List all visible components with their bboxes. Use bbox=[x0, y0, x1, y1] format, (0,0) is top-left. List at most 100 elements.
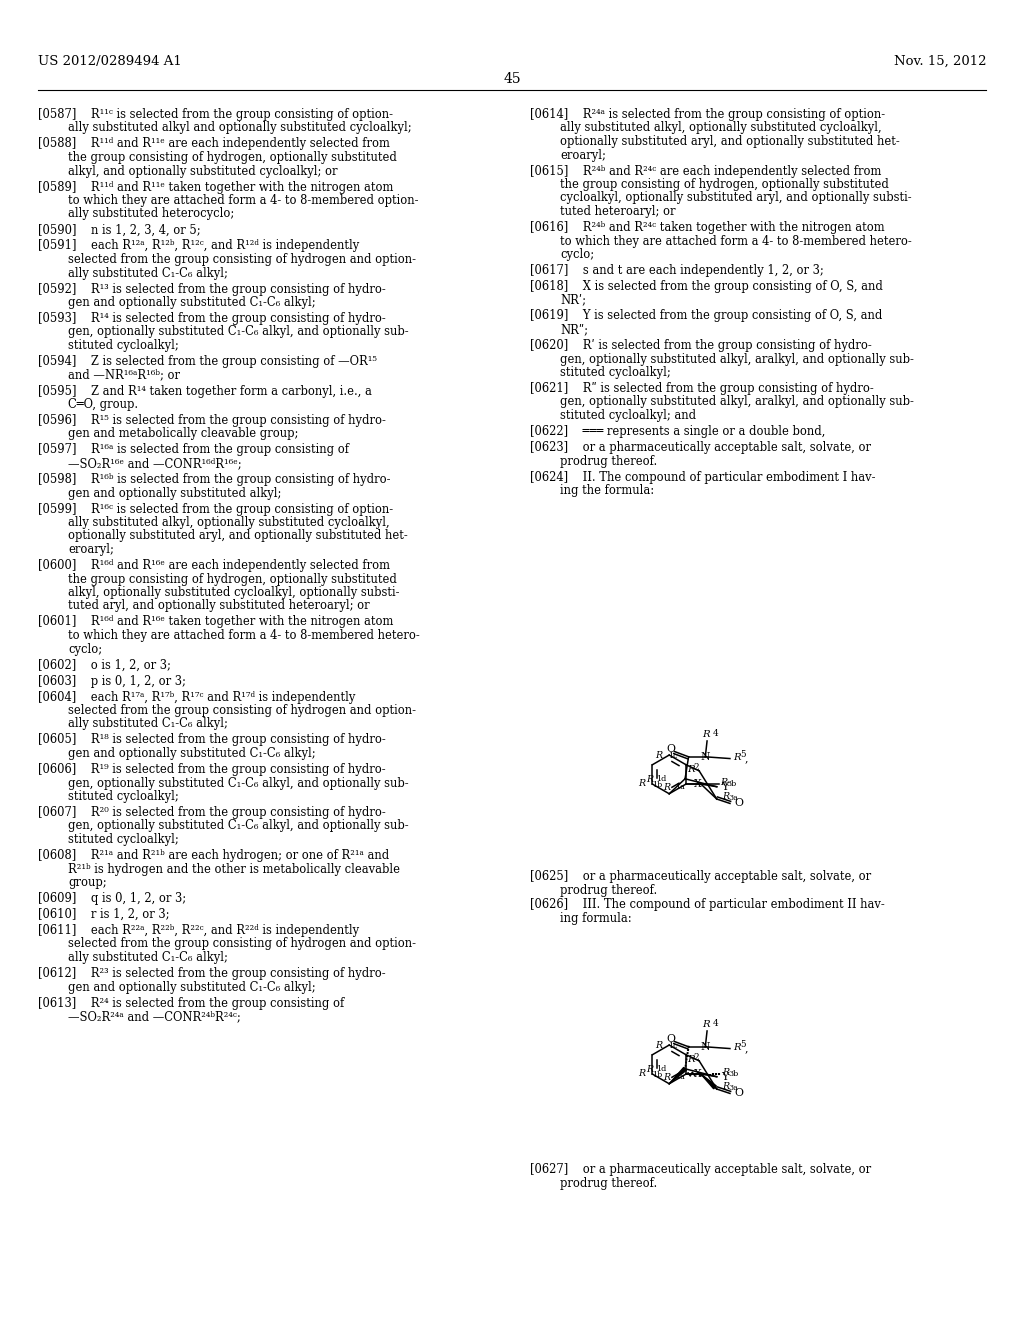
Text: alkyl, and optionally substituted cycloalkyl; or: alkyl, and optionally substituted cycloa… bbox=[68, 165, 338, 177]
Text: [0601]    R¹⁶ᵈ and R¹⁶ᵉ taken together with the nitrogen atom: [0601] R¹⁶ᵈ and R¹⁶ᵉ taken together with… bbox=[38, 615, 393, 628]
Text: 1a: 1a bbox=[676, 1073, 685, 1081]
Text: [0589]    R¹¹ᵈ and R¹¹ᵉ taken together with the nitrogen atom: [0589] R¹¹ᵈ and R¹¹ᵉ taken together with… bbox=[38, 181, 393, 194]
Text: [0587]    R¹¹ᶜ is selected from the group consisting of option-: [0587] R¹¹ᶜ is selected from the group c… bbox=[38, 108, 393, 121]
Text: X: X bbox=[694, 1069, 702, 1078]
Text: [0588]    R¹¹ᵈ and R¹¹ᵉ are each independently selected from: [0588] R¹¹ᵈ and R¹¹ᵉ are each independen… bbox=[38, 137, 390, 150]
Text: N: N bbox=[700, 752, 710, 762]
Text: [0617]    s and t are each independently 1, 2, or 3;: [0617] s and t are each independently 1,… bbox=[530, 264, 823, 277]
Text: R: R bbox=[646, 1065, 653, 1074]
Text: R: R bbox=[687, 766, 694, 775]
Text: ,: , bbox=[744, 754, 749, 763]
Text: [0595]    Z and R¹⁴ taken together form a carbonyl, i.e., a: [0595] Z and R¹⁴ taken together form a c… bbox=[38, 384, 372, 397]
Text: prodrug thereof.: prodrug thereof. bbox=[560, 1177, 657, 1191]
Text: 1d: 1d bbox=[656, 1065, 667, 1073]
Text: [0600]    R¹⁶ᵈ and R¹⁶ᵉ are each independently selected from: [0600] R¹⁶ᵈ and R¹⁶ᵉ are each independen… bbox=[38, 558, 390, 572]
Text: ally substituted alkyl, optionally substituted cycloalkyl,: ally substituted alkyl, optionally subst… bbox=[560, 121, 882, 135]
Text: ing the formula:: ing the formula: bbox=[560, 484, 654, 498]
Text: gen, optionally substituted alkyl, aralkyl, and optionally sub-: gen, optionally substituted alkyl, aralk… bbox=[560, 396, 913, 408]
Text: ally substituted alkyl, optionally substituted cycloalkyl,: ally substituted alkyl, optionally subst… bbox=[68, 516, 389, 529]
Text: [0607]    R²⁰ is selected from the group consisting of hydro-: [0607] R²⁰ is selected from the group co… bbox=[38, 807, 386, 818]
Text: group;: group; bbox=[68, 876, 106, 888]
Text: alkyl, optionally substituted cycloalkyl, optionally substi-: alkyl, optionally substituted cycloalkyl… bbox=[68, 586, 399, 599]
Text: gen and optionally substituted C₁-C₆ alkyl;: gen and optionally substituted C₁-C₆ alk… bbox=[68, 296, 315, 309]
Text: the group consisting of hydrogen, optionally substituted: the group consisting of hydrogen, option… bbox=[68, 150, 397, 164]
Text: 3a: 3a bbox=[728, 1084, 738, 1092]
Text: [0612]    R²³ is selected from the group consisting of hydro-: [0612] R²³ is selected from the group co… bbox=[38, 968, 386, 979]
Text: [0592]    R¹³ is selected from the group consisting of hydro-: [0592] R¹³ is selected from the group co… bbox=[38, 282, 386, 296]
Text: Y: Y bbox=[721, 1072, 728, 1081]
Text: R: R bbox=[663, 783, 670, 792]
Text: R: R bbox=[720, 777, 727, 787]
Text: NRʺ;: NRʺ; bbox=[560, 323, 588, 337]
Text: [0627]    or a pharmaceutically acceptable salt, solvate, or: [0627] or a pharmaceutically acceptable … bbox=[530, 1163, 871, 1176]
Text: prodrug thereof.: prodrug thereof. bbox=[560, 454, 657, 467]
Text: stituted cycloalkyl;: stituted cycloalkyl; bbox=[560, 366, 671, 379]
Text: gen and optionally substituted C₁-C₆ alkyl;: gen and optionally substituted C₁-C₆ alk… bbox=[68, 747, 315, 760]
Text: tuted aryl, and optionally substituted heteroaryl; or: tuted aryl, and optionally substituted h… bbox=[68, 599, 370, 612]
Text: the group consisting of hydrogen, optionally substituted: the group consisting of hydrogen, option… bbox=[68, 573, 397, 586]
Text: to which they are attached form a 4- to 8-membered hetero-: to which they are attached form a 4- to … bbox=[68, 630, 420, 642]
Text: O: O bbox=[667, 744, 676, 754]
Text: 4: 4 bbox=[713, 729, 718, 738]
Text: [0606]    R¹⁹ is selected from the group consisting of hydro-: [0606] R¹⁹ is selected from the group co… bbox=[38, 763, 386, 776]
Text: optionally substituted aryl, and optionally substituted het-: optionally substituted aryl, and optiona… bbox=[68, 529, 408, 543]
Text: 1b: 1b bbox=[651, 780, 662, 788]
Text: [0619]    Y is selected from the group consisting of O, S, and: [0619] Y is selected from the group cons… bbox=[530, 309, 883, 322]
Text: [0604]    each R¹⁷ᵃ, R¹⁷ᵇ, R¹⁷ᶜ and R¹⁷ᵈ is independently: [0604] each R¹⁷ᵃ, R¹⁷ᵇ, R¹⁷ᶜ and R¹⁷ᵈ is… bbox=[38, 690, 355, 704]
Text: O: O bbox=[734, 799, 743, 808]
Text: [0621]    Rʺ is selected from the group consisting of hydro-: [0621] Rʺ is selected from the group con… bbox=[530, 381, 873, 395]
Text: and —NR¹⁶ᵃR¹⁶ᵇ; or: and —NR¹⁶ᵃR¹⁶ᵇ; or bbox=[68, 368, 180, 381]
Text: R: R bbox=[655, 1041, 663, 1051]
Text: 45: 45 bbox=[503, 73, 521, 86]
Text: R: R bbox=[733, 1043, 741, 1052]
Text: 5: 5 bbox=[740, 751, 746, 759]
Text: stituted cycloalkyl;: stituted cycloalkyl; bbox=[68, 833, 179, 846]
Text: ally substituted alkyl and optionally substituted cycloalkyl;: ally substituted alkyl and optionally su… bbox=[68, 121, 412, 135]
Text: optionally substituted aryl, and optionally substituted het-: optionally substituted aryl, and optiona… bbox=[560, 135, 900, 148]
Text: 3b: 3b bbox=[728, 1069, 738, 1077]
Text: [0611]    each R²²ᵃ, R²²ᵇ, R²²ᶜ, and R²²ᵈ is independently: [0611] each R²²ᵃ, R²²ᵇ, R²²ᶜ, and R²²ᵈ i… bbox=[38, 924, 359, 937]
Text: [0610]    r is 1, 2, or 3;: [0610] r is 1, 2, or 3; bbox=[38, 908, 170, 921]
Text: [0590]    n is 1, 2, 3, 4, or 5;: [0590] n is 1, 2, 3, 4, or 5; bbox=[38, 223, 201, 236]
Text: R: R bbox=[702, 1020, 710, 1030]
Text: gen, optionally substituted C₁-C₆ alkyl, and optionally sub-: gen, optionally substituted C₁-C₆ alkyl,… bbox=[68, 326, 409, 338]
Text: stituted cycloalkyl; and: stituted cycloalkyl; and bbox=[560, 409, 696, 422]
Text: 1d: 1d bbox=[656, 775, 667, 783]
Text: 4: 4 bbox=[713, 1019, 718, 1027]
Text: [0598]    R¹⁶ᵇ is selected from the group consisting of hydro-: [0598] R¹⁶ᵇ is selected from the group c… bbox=[38, 473, 390, 486]
Text: [0599]    R¹⁶ᶜ is selected from the group consisting of option-: [0599] R¹⁶ᶜ is selected from the group c… bbox=[38, 503, 393, 516]
Text: 1b: 1b bbox=[651, 1071, 662, 1078]
Text: O: O bbox=[734, 1089, 743, 1098]
Text: ing formula:: ing formula: bbox=[560, 912, 632, 925]
Text: [0613]    R²⁴ is selected from the group consisting of: [0613] R²⁴ is selected from the group co… bbox=[38, 997, 344, 1010]
Text: 2: 2 bbox=[693, 1053, 698, 1061]
Text: tuted heteroaryl; or: tuted heteroaryl; or bbox=[560, 205, 676, 218]
Text: [0620]    Rʹ is selected from the group consisting of hydro-: [0620] Rʹ is selected from the group con… bbox=[530, 339, 871, 352]
Text: R: R bbox=[722, 1068, 729, 1077]
Text: R: R bbox=[655, 751, 663, 760]
Text: cyclo;: cyclo; bbox=[68, 643, 102, 656]
Text: 1a: 1a bbox=[676, 783, 685, 791]
Text: R: R bbox=[722, 792, 729, 801]
Text: Y: Y bbox=[721, 781, 728, 792]
Text: [0616]    R²⁴ᵇ and R²⁴ᶜ taken together with the nitrogen atom: [0616] R²⁴ᵇ and R²⁴ᶜ taken together with… bbox=[530, 220, 885, 234]
Text: O: O bbox=[667, 1034, 676, 1044]
Text: [0608]    R²¹ᵃ and R²¹ᵇ are each hydrogen; or one of R²¹ᵃ and: [0608] R²¹ᵃ and R²¹ᵇ are each hydrogen; … bbox=[38, 849, 389, 862]
Text: selected from the group consisting of hydrogen and option-: selected from the group consisting of hy… bbox=[68, 937, 416, 950]
Text: gen and optionally substituted C₁-C₆ alkyl;: gen and optionally substituted C₁-C₆ alk… bbox=[68, 981, 315, 994]
Text: US 2012/0289494 A1: US 2012/0289494 A1 bbox=[38, 55, 181, 69]
Text: ,: , bbox=[744, 1044, 749, 1053]
Text: eroaryl;: eroaryl; bbox=[560, 149, 606, 161]
Text: 3a: 3a bbox=[728, 793, 738, 801]
Text: ally substituted C₁-C₆ alkyl;: ally substituted C₁-C₆ alkyl; bbox=[68, 267, 228, 280]
Text: [0591]    each R¹²ᵃ, R¹²ᵇ, R¹²ᶜ, and R¹²ᵈ is independently: [0591] each R¹²ᵃ, R¹²ᵇ, R¹²ᶜ, and R¹²ᵈ i… bbox=[38, 239, 359, 252]
Text: R: R bbox=[733, 754, 741, 762]
Text: gen, optionally substituted alkyl, aralkyl, and optionally sub-: gen, optionally substituted alkyl, aralk… bbox=[560, 352, 913, 366]
Text: cyclo;: cyclo; bbox=[560, 248, 594, 261]
Text: gen and optionally substituted alkyl;: gen and optionally substituted alkyl; bbox=[68, 487, 282, 499]
Text: stituted cycloalkyl;: stituted cycloalkyl; bbox=[68, 339, 179, 352]
Text: 5: 5 bbox=[740, 1040, 746, 1049]
Text: selected from the group consisting of hydrogen and option-: selected from the group consisting of hy… bbox=[68, 704, 416, 717]
Text: gen and metabolically cleavable group;: gen and metabolically cleavable group; bbox=[68, 428, 298, 441]
Text: 3b: 3b bbox=[726, 780, 736, 788]
